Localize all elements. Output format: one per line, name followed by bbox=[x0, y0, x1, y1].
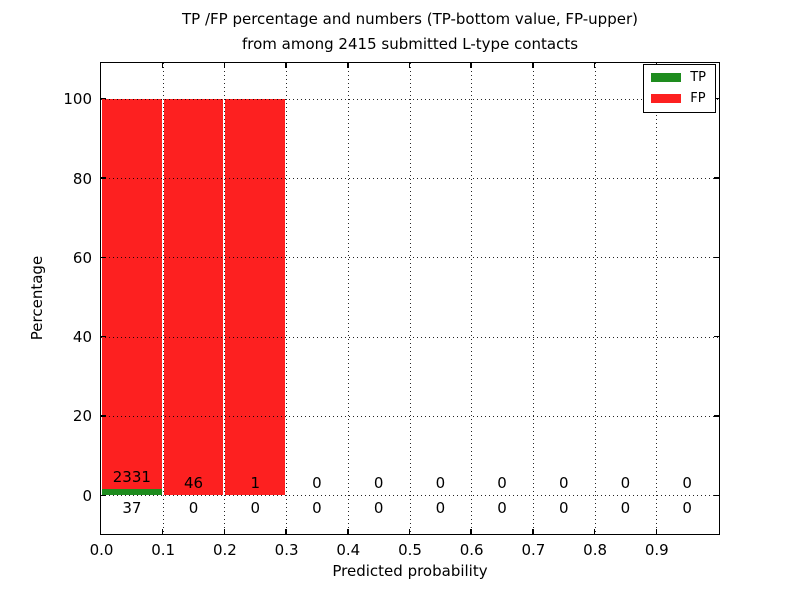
y-tick-left bbox=[101, 335, 106, 338]
y-tick-right bbox=[714, 177, 719, 179]
x-tick-top bbox=[161, 63, 164, 68]
y-tick-left bbox=[101, 415, 106, 417]
y-tick-label: 100 bbox=[63, 90, 92, 109]
legend-label-tp: TP bbox=[690, 70, 706, 85]
bar-count-fp-6: 0 bbox=[497, 474, 507, 493]
x-tick-label: 0.6 bbox=[459, 541, 484, 559]
legend: TP FP bbox=[643, 64, 716, 113]
x-tick-label: 0.9 bbox=[644, 541, 669, 559]
gridline-v bbox=[656, 63, 658, 534]
x-tick-bottom bbox=[161, 529, 164, 534]
plot-area: TP FP 2331 37 46 0 1 0 0 0 0 0 0 0 0 0 0 0 0 0 0 0 bbox=[100, 62, 720, 535]
bar-count-tp-3: 0 bbox=[312, 499, 322, 518]
gridline-v bbox=[409, 63, 411, 534]
bar-count-fp-9: 0 bbox=[682, 474, 692, 493]
x-tick-label: 0.5 bbox=[398, 541, 422, 559]
y-tick-right bbox=[714, 415, 719, 417]
x-tick-bottom bbox=[408, 529, 411, 534]
bar-fp-2 bbox=[225, 98, 286, 496]
y-tick-right bbox=[714, 256, 719, 259]
x-tick-top bbox=[408, 63, 411, 68]
x-tick-label: 0.7 bbox=[521, 541, 546, 559]
x-tick-label: 0.4 bbox=[336, 541, 361, 559]
x-tick-bottom bbox=[223, 529, 226, 534]
y-tick-right bbox=[714, 335, 719, 338]
x-tick-label: 0.0 bbox=[89, 541, 114, 559]
x-tick-bottom bbox=[532, 529, 534, 534]
bar-count-tp-6: 0 bbox=[497, 499, 507, 518]
gridline-v bbox=[162, 63, 164, 534]
x-tick-top bbox=[285, 63, 287, 68]
legend-item-tp: TP bbox=[651, 71, 706, 84]
gridline-v bbox=[224, 63, 226, 534]
gridline-v bbox=[532, 63, 534, 534]
legend-swatch-tp bbox=[651, 73, 682, 82]
x-tick-label: 0.1 bbox=[151, 541, 176, 559]
x-tick-bottom bbox=[470, 529, 472, 534]
chart-title-line-1: TP /FP percentage and numbers (TP-bottom… bbox=[182, 10, 638, 28]
y-tick-label: 20 bbox=[72, 407, 92, 426]
x-axis-label: Predicted probability bbox=[332, 562, 488, 580]
x-tick-label: 0.8 bbox=[583, 541, 608, 559]
x-tick-bottom bbox=[347, 529, 349, 534]
legend-swatch-fp bbox=[651, 94, 682, 103]
bar-count-fp-2: 1 bbox=[250, 474, 261, 493]
chart-title-line-2: from among 2415 submitted L-type contact… bbox=[241, 35, 579, 53]
y-tick-right bbox=[714, 494, 719, 497]
bar-count-fp-8: 0 bbox=[620, 474, 631, 493]
y-tick-label: 60 bbox=[72, 248, 92, 267]
bar-count-fp-3: 0 bbox=[312, 474, 322, 493]
legend-item-fp: FP bbox=[651, 92, 706, 105]
gridline-v bbox=[471, 63, 473, 534]
x-tick-bottom bbox=[655, 529, 658, 534]
bar-count-fp-0: 2331 bbox=[112, 468, 151, 487]
bar-fp-0 bbox=[102, 98, 162, 490]
bar-fp-1 bbox=[163, 98, 224, 496]
bar-count-tp-1: 0 bbox=[188, 499, 199, 518]
bar-count-tp-8: 0 bbox=[620, 499, 631, 518]
bar-count-tp-7: 0 bbox=[558, 499, 569, 518]
bar-count-tp-5: 0 bbox=[435, 499, 446, 518]
gridline-v bbox=[594, 63, 596, 534]
x-tick-top bbox=[532, 63, 534, 68]
x-tick-top bbox=[223, 63, 226, 68]
gridline-v bbox=[286, 63, 288, 534]
y-tick-label: 0 bbox=[82, 486, 92, 505]
bar-count-fp-1: 46 bbox=[184, 474, 204, 493]
bar-count-tp-9: 0 bbox=[682, 499, 692, 518]
bar-count-tp-4: 0 bbox=[373, 499, 384, 518]
bar-count-fp-5: 0 bbox=[435, 474, 446, 493]
y-tick-label: 40 bbox=[72, 328, 92, 347]
bar-count-fp-4: 0 bbox=[373, 474, 384, 493]
x-tick-label: 0.2 bbox=[212, 541, 237, 559]
bar-count-fp-7: 0 bbox=[558, 474, 569, 493]
y-tick-label: 80 bbox=[72, 169, 92, 188]
legend-label-fp: FP bbox=[690, 91, 706, 106]
x-tick-label: 0.3 bbox=[274, 541, 299, 559]
chart-title: TP /FP percentage and numbers (TP-bottom… bbox=[100, 7, 720, 57]
y-tick-left bbox=[101, 177, 106, 179]
x-tick-top bbox=[470, 63, 472, 68]
y-axis-label: Percentage bbox=[28, 255, 46, 341]
y-tick-left bbox=[101, 256, 106, 259]
x-tick-top bbox=[347, 63, 349, 68]
x-tick-top bbox=[593, 63, 596, 68]
y-tick-right bbox=[714, 97, 719, 100]
gridline-v bbox=[347, 63, 349, 534]
x-tick-bottom bbox=[593, 529, 596, 534]
bar-count-tp-0: 37 bbox=[122, 499, 142, 518]
x-tick-bottom bbox=[285, 529, 287, 534]
y-tick-left bbox=[101, 97, 106, 100]
y-tick-left bbox=[101, 494, 106, 497]
bar-count-tp-2: 0 bbox=[250, 499, 261, 518]
bar-tp-0 bbox=[102, 489, 162, 496]
